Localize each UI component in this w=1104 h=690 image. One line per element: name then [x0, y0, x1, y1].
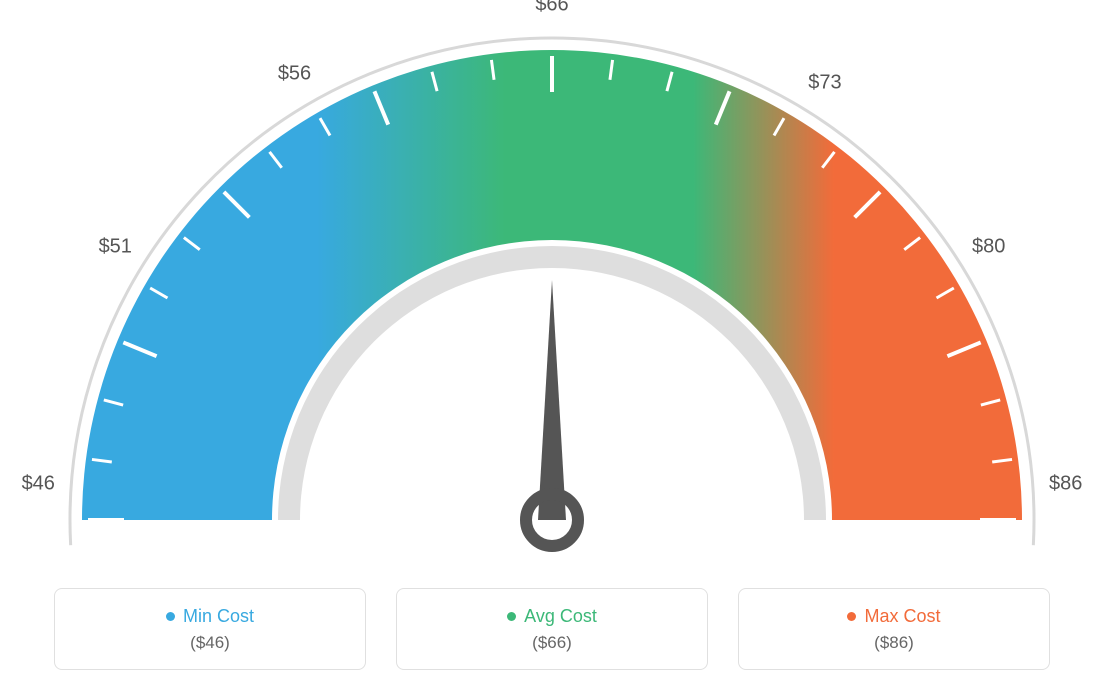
dot-icon — [166, 612, 175, 621]
gauge-tick-label: $80 — [972, 236, 1005, 259]
legend-card-max: Max Cost ($86) — [738, 588, 1050, 670]
gauge-chart: $46 $51 $56 $66 $73 $80 $86 — [0, 0, 1104, 560]
legend-label: Min Cost — [183, 606, 254, 627]
gauge-tick-label: $86 — [1049, 473, 1082, 496]
gauge-tick-label: $56 — [278, 62, 311, 85]
gauge-tick-label: $46 — [22, 473, 55, 496]
legend-title-avg: Avg Cost — [507, 606, 597, 627]
legend-card-min: Min Cost ($46) — [54, 588, 366, 670]
legend-label: Max Cost — [864, 606, 940, 627]
gauge-tick-label: $73 — [808, 72, 841, 95]
gauge-tick-label: $51 — [99, 236, 132, 259]
legend-value-avg: ($66) — [532, 633, 572, 653]
legend-value-max: ($86) — [874, 633, 914, 653]
gauge-tick-label: $66 — [535, 0, 568, 17]
dot-icon — [507, 612, 516, 621]
legend-row: Min Cost ($46) Avg Cost ($66) Max Cost (… — [0, 588, 1104, 670]
dot-icon — [847, 612, 856, 621]
legend-value-min: ($46) — [190, 633, 230, 653]
legend-label: Avg Cost — [524, 606, 597, 627]
legend-title-max: Max Cost — [847, 606, 940, 627]
legend-card-avg: Avg Cost ($66) — [396, 588, 708, 670]
legend-title-min: Min Cost — [166, 606, 254, 627]
